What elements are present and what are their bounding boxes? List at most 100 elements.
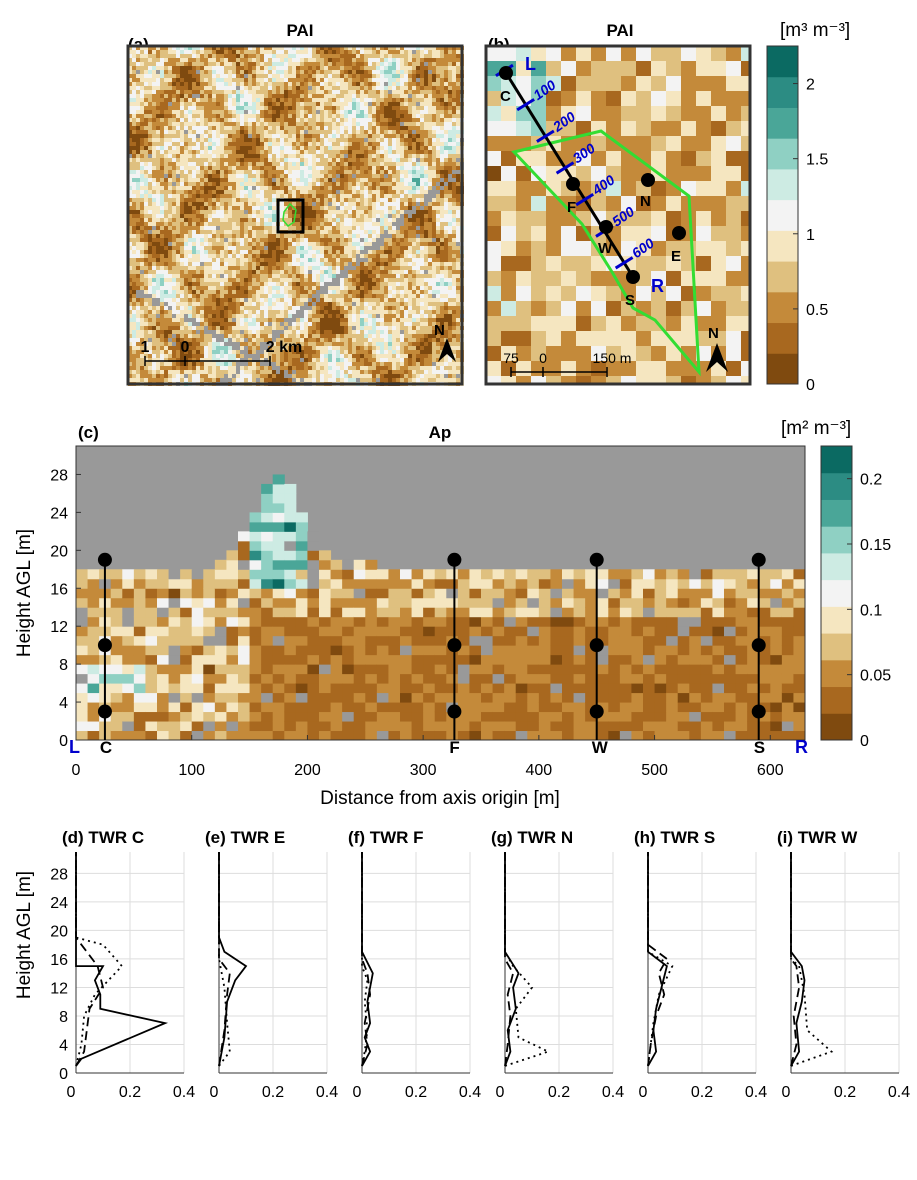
panel-c-axes: 0 100 200 300 400 500 600 0 4 8 12 16 20 24 28 [50, 467, 784, 779]
x-tick-label: 0.2 [405, 1084, 427, 1101]
tower-label: N [640, 193, 651, 210]
y-tick-label: 20 [50, 923, 68, 940]
cbar-swatch [767, 199, 798, 231]
transect-tick [575, 192, 595, 207]
x-tick-label: 0 [782, 1084, 791, 1101]
x-tick-label: 200 [294, 762, 321, 779]
cbar-swatch [767, 76, 798, 108]
tower-sensor [97, 552, 112, 567]
cbar-tick: 0 [860, 733, 869, 750]
profile-series-solid [361, 852, 374, 1067]
profile-series-dotted [790, 852, 834, 1067]
profile-label: (h) TWR S [634, 828, 715, 847]
panel-b-site-outline [511, 129, 701, 377]
panel-b-transect-line [504, 72, 635, 278]
y-tick-label: 20 [50, 543, 68, 560]
profile-panel: 0 0.2 0.4 (i) TWR W [777, 828, 910, 1101]
panel-c-title: Ap [429, 423, 452, 442]
panel-c-xlabel: Distance from axis origin [m] [320, 788, 560, 809]
x-tick-label: 100 [178, 762, 205, 779]
tower-marker [626, 270, 640, 284]
panel-c-frame [75, 445, 806, 741]
panel-a-map [128, 46, 464, 386]
tower-label: C [100, 738, 112, 757]
panel-a-north-arrow-icon: N [434, 322, 456, 362]
y-tick-label: 16 [50, 952, 68, 969]
cbar-swatch [821, 552, 852, 581]
transect-tick [614, 256, 634, 270]
tower-sensor [447, 552, 462, 567]
profile-series-dashed [218, 852, 231, 1067]
profile-label: (i) TWR W [777, 828, 858, 847]
panel-b-north-arrow-icon: N [706, 325, 728, 372]
profile-series-solid [75, 852, 169, 1067]
profile-label: (e) TWR E [205, 828, 285, 847]
cbar-swatch [821, 659, 852, 688]
panel-b-frame [484, 44, 752, 386]
panel-b-transect-left: L [525, 54, 536, 74]
tower-label: F [449, 738, 459, 757]
cbar-swatch [821, 686, 852, 714]
tower-marker [499, 66, 513, 80]
cbar-b-unit: [m³ m⁻³] [780, 20, 850, 41]
x-tick-label: 0 [72, 762, 81, 779]
profile-label: (f) TWR F [348, 828, 424, 847]
transect-tick [516, 98, 535, 112]
cbar-swatch [821, 472, 852, 500]
panel-b-title: PAI [606, 21, 633, 40]
cbar-tick: 0.15 [860, 537, 891, 554]
y-tick-label: 8 [59, 1009, 68, 1026]
x-tick-label: 600 [757, 762, 784, 779]
y-tick-label: 12 [50, 980, 68, 997]
panel-a-zoom-box [276, 198, 305, 234]
x-tick-label: 0.2 [119, 1084, 141, 1101]
profile-series-dashed [647, 852, 669, 1067]
x-tick-label: 0.2 [834, 1084, 856, 1101]
profile-panel: 0 0.2 0.4 (f) TWR F [348, 828, 481, 1101]
profile-panel: 0 0.2 0.4 (g) TWR N [491, 828, 624, 1101]
profiles-ylabel: Height AGL [m] [14, 871, 35, 999]
tower-sensor [751, 552, 766, 567]
panel-c-ylabel: Height AGL [m] [14, 529, 35, 657]
tower-sensor [589, 552, 604, 567]
tower-sensor [97, 704, 112, 719]
cbar-swatch [767, 322, 798, 354]
profile-panels: 0 4 8 12 16 20 24 28 0 0.2 0.4 (d) TWR C 0 0.2 0.4 (e) … [50, 828, 910, 1101]
profile-panel: 0 0.2 0.4 (e) TWR E [205, 828, 338, 1101]
cbar-swatch [821, 526, 852, 554]
cbar-tick: 1 [806, 227, 815, 244]
tower-sensor [97, 638, 112, 653]
y-tick-label: 28 [50, 467, 68, 484]
panel-c-label: (c) [78, 423, 99, 442]
panel-c-right-end: R [795, 737, 808, 757]
cbar-swatch [767, 261, 798, 293]
tower-marker [566, 177, 580, 191]
cbar-swatch [767, 168, 798, 201]
y-tick-label: 24 [50, 895, 68, 912]
cbar-swatch [821, 633, 852, 661]
x-tick-label: 0 [67, 1084, 76, 1101]
cbar-tick: 0 [806, 377, 815, 394]
transect-tick [555, 161, 575, 175]
panel-b-map [486, 46, 750, 384]
x-tick-label: 0.2 [691, 1084, 713, 1101]
y-tick-label: 16 [50, 581, 68, 598]
panel-c-heatmap [76, 446, 806, 741]
tower-sensor [751, 704, 766, 719]
cbar-b: 0 0.5 1 1.5 2 [766, 45, 828, 394]
cbar-swatch [767, 291, 798, 324]
cbar-swatch [821, 606, 852, 634]
tower-label: S [625, 292, 635, 309]
tower-label: C [500, 88, 511, 105]
tower-sensor [589, 704, 604, 719]
tower-marker [641, 173, 655, 187]
panel-b-towers: C F N W E S [499, 66, 686, 309]
tower-label: W [598, 240, 613, 257]
cbar-tick: 1.5 [806, 152, 828, 169]
x-tick-label: 0.2 [548, 1084, 570, 1101]
tower-marker [672, 226, 686, 240]
tower-sensor [589, 638, 604, 653]
tower-label: F [567, 199, 576, 216]
tower-sensor [751, 638, 766, 653]
